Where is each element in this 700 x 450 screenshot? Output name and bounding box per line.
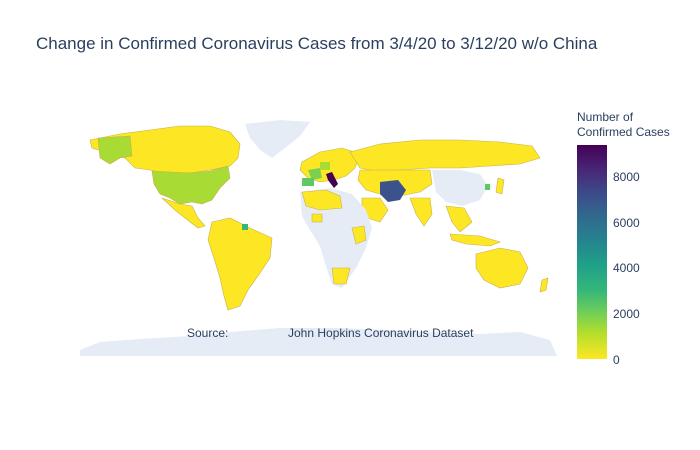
australia — [475, 247, 529, 289]
china — [432, 170, 488, 206]
greenland — [245, 120, 310, 158]
colorbar-tick-8000: 8000 — [613, 170, 640, 184]
mexico — [161, 197, 206, 229]
india — [409, 197, 433, 227]
southeast-asia — [445, 205, 473, 233]
russia — [349, 139, 541, 173]
world-map — [80, 120, 557, 356]
north-africa — [301, 189, 343, 211]
legend-title-line2: Confirmed Cases — [577, 125, 670, 139]
iran — [380, 180, 406, 202]
colorbar-tick-4000: 4000 — [613, 261, 640, 275]
new-zealand — [539, 277, 549, 293]
alaska — [97, 135, 133, 165]
south-america — [207, 217, 273, 311]
legend-title-line1: Number of — [577, 110, 634, 124]
colorbar-tick-0: 0 — [613, 353, 620, 367]
italy — [326, 172, 338, 188]
south-africa — [331, 267, 351, 285]
colorbar-tick-6000: 6000 — [613, 216, 640, 230]
guiana-highlight — [242, 224, 248, 230]
japan — [495, 177, 505, 195]
colorbar — [577, 145, 607, 359]
source-value: John Hopkins Coronavirus Dataset — [288, 326, 474, 340]
source-label: Source: — [187, 326, 229, 340]
spain — [302, 178, 314, 186]
indonesia — [449, 233, 501, 247]
south-korea — [485, 184, 490, 190]
germany — [320, 162, 330, 170]
france — [308, 168, 322, 180]
legend-title: Number of Confirmed Cases — [577, 110, 670, 140]
east-africa — [351, 225, 367, 245]
colorbar-tick-2000: 2000 — [613, 307, 640, 321]
united-states — [151, 165, 231, 205]
africa — [300, 188, 372, 288]
chart-title: Change in Confirmed Coronavirus Cases fr… — [36, 34, 598, 53]
west-africa-country — [311, 213, 323, 223]
antarctica — [80, 328, 557, 356]
